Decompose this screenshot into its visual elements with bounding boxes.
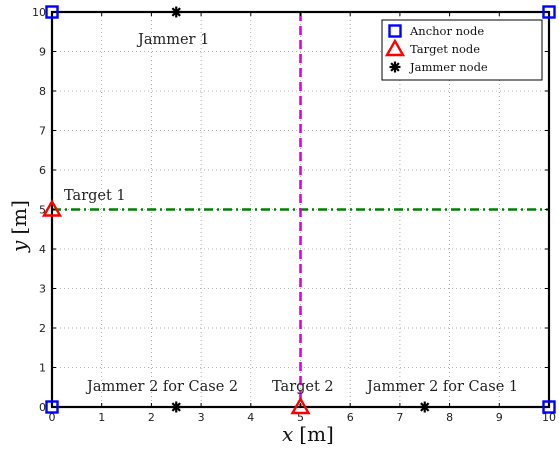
y-tick-label: 10: [32, 6, 46, 19]
y-tick-label: 9: [39, 46, 46, 59]
y-tick-label: 4: [39, 243, 46, 256]
asterisk-stroke: [171, 402, 181, 412]
x-axis-label: x [m]: [282, 422, 334, 446]
y-axis-label: y [m]: [7, 200, 31, 253]
x-axis-unit: [m]: [299, 422, 334, 446]
y-axis-var: y: [7, 240, 31, 253]
square-point: [542, 5, 556, 19]
axis-ticks: 0 1 2 3 4 5 6 7 8 9 10 0 1 2 3 4 5 6 7 8 9 10: [32, 6, 556, 424]
data-markers: [41, 5, 556, 415]
asterisk-point: [170, 401, 182, 413]
y-tick-label: 5: [39, 204, 46, 217]
x-axis-var: x: [282, 422, 293, 446]
y-tick-label: 7: [39, 125, 46, 138]
y-tick-label: 3: [39, 283, 46, 296]
square-point: [45, 400, 59, 414]
y-tick-label: 2: [39, 322, 46, 335]
annotation-target-1: Target 1: [64, 188, 126, 204]
legend-items: Anchor node Target node Jammer node: [384, 24, 488, 74]
x-tick-label: 3: [198, 411, 205, 424]
legend-asterisk-marker: [389, 61, 401, 73]
x-tick-label: 10: [542, 411, 556, 424]
legend-label: Jammer node: [409, 60, 488, 74]
x-tick-label: 0: [49, 411, 56, 424]
annotation-jammer-1: Jammer 1: [136, 32, 209, 48]
asterisk-stroke: [171, 7, 181, 17]
annotation-jammer-2-case-1: Jammer 2 for Case 1: [365, 379, 518, 395]
x-tick-label: 6: [347, 411, 354, 424]
y-tick-label: 0: [39, 401, 46, 414]
legend-box: [381, 19, 543, 81]
asterisk-stroke: [420, 402, 430, 412]
asterisk-stroke: [390, 62, 400, 72]
legend-square-marker: [388, 24, 402, 38]
asterisk-point: [170, 6, 182, 18]
y-tick-label: 8: [39, 85, 46, 98]
legend-triangle-marker: [384, 38, 406, 57]
x-tick-label: 2: [148, 411, 155, 424]
x-tick-label: 9: [496, 411, 503, 424]
annotation-jammer-2-case-2: Jammer 2 for Case 2: [85, 379, 238, 395]
x-tick-label: 8: [446, 411, 453, 424]
legend: Anchor node Target node Jammer node: [381, 19, 543, 81]
x-tick-label: 7: [396, 411, 403, 424]
square-point: [45, 5, 59, 19]
x-tick-label: 1: [98, 411, 105, 424]
legend-label: Target node: [410, 42, 480, 56]
annotation-target-2: Target 2: [272, 379, 334, 395]
triangle-point: [290, 396, 311, 415]
square-point: [542, 400, 556, 414]
y-tick-label: 1: [39, 362, 46, 375]
asterisk-point: [419, 401, 431, 413]
x-tick-label: 5: [297, 411, 304, 424]
reference-lines: [52, 12, 549, 407]
y-axis-unit: [m]: [7, 200, 31, 235]
x-tick-label: 4: [247, 411, 254, 424]
legend-label: Anchor node: [409, 24, 484, 38]
triangle-point: [41, 199, 63, 217]
y-tick-label: 6: [39, 164, 46, 177]
